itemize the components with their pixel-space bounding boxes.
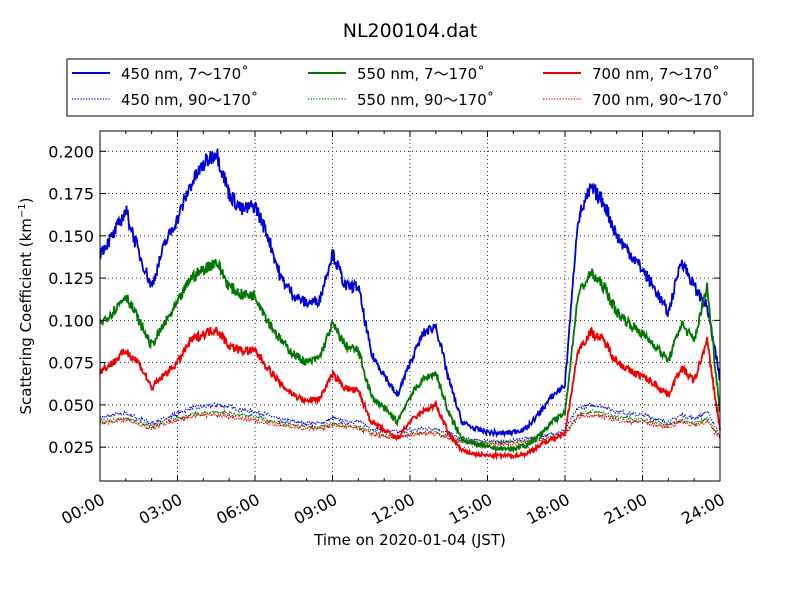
y-tick-label: 0.150: [48, 227, 94, 246]
legend-label-4: 450 nm, 90～170˚: [121, 91, 258, 109]
series-line-4: [99, 401, 721, 445]
legend-label-5: 550 nm, 90～170˚: [357, 91, 494, 109]
x-axis-label: Time on 2020-01-04 (JST): [313, 531, 506, 549]
y-tick-labels: 0.025 0.050 0.075 0.100 0.125 0.150 0.175 0.200: [48, 142, 94, 457]
legend: 450 nm, 7～170˚ 550 nm, 7～170˚ 700 nm, 7～17…: [66, 58, 754, 117]
legend-label-6: 700 nm, 90～170˚: [592, 91, 729, 109]
chart-title: NL200104.dat: [343, 20, 478, 42]
y-tick-label: 0.075: [48, 354, 94, 373]
x-tick-label: 21:00: [601, 490, 651, 528]
y-axis-label: Scattering Coefficient (km−1): [17, 197, 35, 414]
series-line-6: [99, 411, 721, 447]
legend-label-2: 550 nm, 7～170˚: [357, 65, 485, 83]
x-tick-label: 12:00: [368, 490, 418, 528]
legend-frame: [66, 58, 754, 117]
x-tick-label: 03:00: [136, 490, 186, 528]
legend-label-1: 450 nm, 7～170˚: [121, 65, 249, 83]
y-tick-label: 0.200: [48, 142, 94, 161]
x-tick-label: 00:00: [58, 490, 108, 528]
series-line-2: [99, 258, 721, 454]
y-tick-label: 0.175: [48, 185, 94, 204]
x-tick-label: 18:00: [523, 490, 573, 528]
series-layer: [99, 148, 721, 461]
y-tick-label: 0.100: [48, 311, 94, 330]
x-tick-labels: 00:00 03:00 06:00 09:00 12:00 15:00 18:00 21:00…: [58, 490, 728, 528]
x-tick-label: 15:00: [446, 490, 496, 528]
series-line-1: [99, 148, 721, 439]
y-tick-label: 0.125: [48, 269, 94, 288]
x-tick-label: 24:00: [678, 490, 728, 528]
axis-ticks: [99, 131, 721, 481]
series-line-3: [99, 326, 721, 461]
legend-label-3: 700 nm, 7～170˚: [592, 65, 720, 83]
x-tick-label: 09:00: [291, 490, 341, 528]
y-tick-label: 0.025: [48, 438, 94, 457]
x-tick-label: 06:00: [213, 490, 263, 528]
y-tick-label: 0.050: [48, 396, 94, 415]
